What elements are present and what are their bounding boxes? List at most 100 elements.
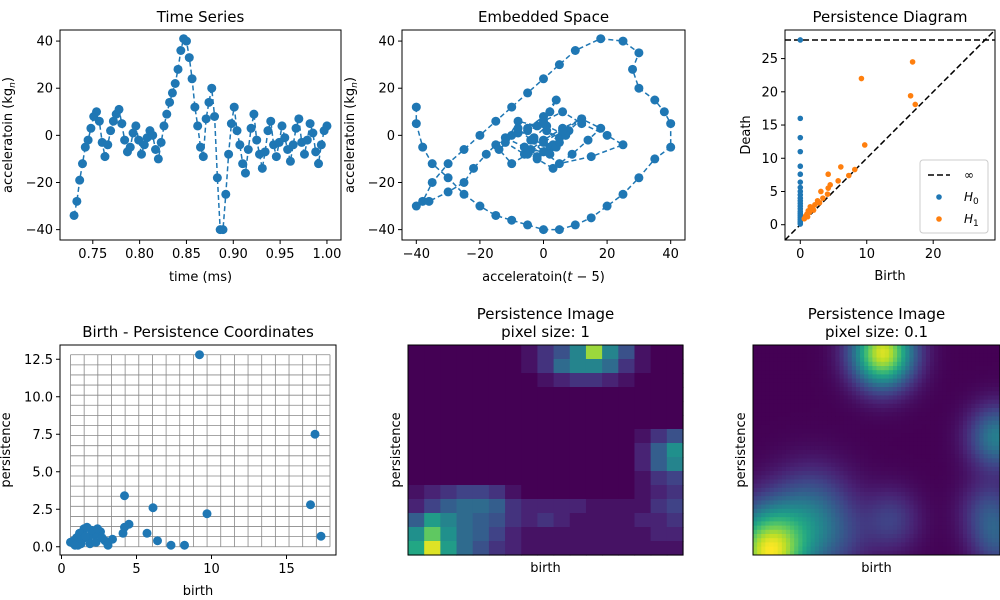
heatmap-cell bbox=[909, 357, 915, 363]
heatmap-cell bbox=[851, 361, 857, 367]
y-tick-label: 2.5 bbox=[32, 503, 53, 518]
heatmap-cell bbox=[958, 361, 964, 367]
heatmap-cell bbox=[843, 412, 849, 417]
heatmap-cell bbox=[761, 521, 766, 527]
heatmap-cell bbox=[921, 424, 927, 430]
heatmap-cell bbox=[814, 345, 820, 350]
emb-data-point bbox=[443, 187, 453, 197]
heatmap-cell bbox=[958, 374, 964, 380]
heatmap-cell bbox=[983, 483, 989, 489]
heatmap-cell bbox=[851, 529, 857, 535]
heatmap-cell bbox=[424, 485, 441, 500]
heatmap-cell bbox=[843, 546, 849, 552]
heatmap-cell bbox=[892, 521, 898, 527]
heatmap-cell bbox=[806, 487, 812, 493]
heatmap-cell bbox=[827, 403, 832, 409]
heatmap-cell bbox=[888, 399, 894, 405]
heatmap-cell bbox=[897, 513, 902, 518]
emb-data-point bbox=[650, 95, 660, 105]
heatmap-cell bbox=[650, 485, 668, 500]
heatmap-cell bbox=[777, 437, 783, 443]
heatmap-cell bbox=[930, 475, 935, 480]
heatmap-cell bbox=[822, 462, 828, 468]
heatmap-cell bbox=[938, 429, 943, 434]
heatmap-cell bbox=[843, 395, 849, 401]
heatmap-cell bbox=[839, 517, 845, 522]
heatmap-cell bbox=[781, 345, 787, 350]
heatmap-cell bbox=[569, 443, 587, 458]
heatmap-cell bbox=[769, 437, 775, 443]
heatmap-cell bbox=[983, 345, 989, 350]
heatmap-cell bbox=[855, 366, 861, 371]
bp-data-point bbox=[202, 509, 212, 519]
heatmap-cell bbox=[876, 420, 882, 426]
heatmap-cell bbox=[909, 412, 915, 417]
heatmap-cell bbox=[975, 500, 980, 506]
heatmap-cell bbox=[814, 517, 820, 522]
heatmap-cell bbox=[851, 534, 857, 539]
heatmap-cell bbox=[950, 416, 956, 422]
legend-h1-label: H1 bbox=[964, 212, 979, 229]
heatmap-cell bbox=[971, 517, 976, 522]
heatmap-cell bbox=[781, 492, 787, 497]
heatmap-cell bbox=[785, 500, 791, 506]
heatmap-cell bbox=[892, 361, 898, 367]
heatmap-cell bbox=[847, 395, 853, 401]
heatmap-cell bbox=[892, 513, 898, 518]
heatmap-cell bbox=[818, 353, 824, 359]
heatmap-cell bbox=[901, 517, 906, 522]
heatmap-cell bbox=[958, 525, 964, 531]
heatmap-cell bbox=[618, 401, 636, 416]
heatmap-cell bbox=[954, 496, 960, 501]
heatmap-cell bbox=[938, 357, 943, 363]
heatmap-cell bbox=[806, 471, 812, 476]
heatmap-cell bbox=[917, 412, 923, 417]
heatmap-cell bbox=[585, 415, 603, 430]
heatmap-cell bbox=[818, 521, 824, 527]
heatmap-cell bbox=[876, 492, 882, 497]
heatmap-cell bbox=[860, 546, 865, 552]
heatmap-cell bbox=[925, 408, 931, 413]
heatmap-cell bbox=[822, 370, 828, 375]
heatmap-cell bbox=[888, 517, 894, 522]
heatmap-cell bbox=[860, 450, 865, 455]
heatmap-cell bbox=[917, 513, 923, 518]
heatmap-cell bbox=[991, 387, 997, 392]
heatmap-cell bbox=[987, 521, 993, 527]
heatmap-cell bbox=[917, 450, 923, 455]
heatmap-cell bbox=[917, 538, 923, 543]
heatmap-cell bbox=[909, 504, 915, 510]
heatmap-cell bbox=[843, 492, 849, 497]
ts-data-point bbox=[165, 97, 175, 107]
ts-data-point bbox=[103, 140, 113, 150]
heatmap-cell bbox=[618, 359, 636, 374]
heatmap-cell bbox=[831, 538, 836, 543]
heatmap-cell bbox=[880, 534, 886, 539]
chart-subtitle: pixel size: 1 bbox=[501, 323, 590, 341]
heatmap-cell bbox=[777, 424, 783, 430]
heatmap-cell bbox=[934, 466, 939, 472]
heatmap-cell bbox=[925, 399, 931, 405]
heatmap-cell bbox=[822, 525, 828, 531]
heatmap-cell bbox=[827, 412, 832, 417]
heatmap-cell bbox=[946, 534, 952, 539]
heatmap-cell bbox=[781, 538, 787, 543]
heatmap-cell bbox=[773, 387, 779, 392]
heatmap-cell bbox=[773, 538, 779, 543]
heatmap-cell bbox=[847, 345, 853, 350]
heatmap-cell bbox=[917, 374, 923, 380]
heatmap-cell bbox=[942, 458, 947, 464]
heatmap-cell bbox=[942, 387, 947, 392]
heatmap-cell bbox=[488, 373, 506, 388]
heatmap-cell bbox=[876, 403, 882, 409]
heatmap-cell bbox=[901, 382, 906, 388]
heatmap-cell bbox=[962, 445, 968, 451]
heatmap-cell bbox=[488, 541, 506, 556]
heatmap-cell bbox=[860, 403, 865, 409]
heatmap-cell bbox=[537, 541, 555, 556]
heatmap-cell bbox=[860, 357, 865, 363]
heatmap-cell bbox=[822, 550, 828, 556]
heatmap-cell bbox=[942, 529, 947, 535]
heatmap-cell bbox=[794, 374, 799, 380]
heatmap-cell bbox=[777, 517, 783, 522]
